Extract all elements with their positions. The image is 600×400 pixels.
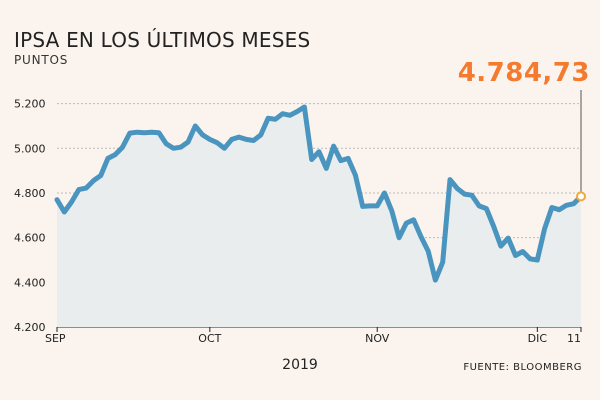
year-label: 2019 — [282, 357, 318, 373]
marker-layer — [576, 90, 586, 202]
chart-title: IPSA EN LOS ÚLTIMOS MESES — [14, 28, 311, 52]
series-line — [54, 104, 584, 283]
chart-subtitle: PUNTOS — [14, 53, 69, 67]
y-tick-label: 4.600 — [14, 232, 46, 245]
area-layer — [57, 107, 581, 327]
x-tick-labels: SEP OCT NOV DIC 11 — [45, 332, 581, 345]
y-tick-labels: 4.200 4.400 4.600 4.800 5.000 5.200 — [14, 98, 46, 334]
x-tick-label: DIC — [528, 332, 548, 345]
last-value-label: 4.784,73 — [457, 58, 590, 88]
y-tick-label: 5.200 — [14, 98, 46, 111]
source-label: FUENTE: BLOOMBERG — [463, 362, 582, 373]
x-tick-label: NOV — [365, 332, 390, 345]
y-tick-label: 4.800 — [14, 187, 46, 200]
y-tick-label: 5.000 — [14, 142, 46, 155]
x-tick-label: SEP — [45, 332, 66, 345]
series-area — [57, 107, 581, 327]
y-tick-label: 4.400 — [14, 276, 46, 289]
y-tick-label: 4.200 — [14, 321, 46, 334]
x-tick-label: OCT — [198, 332, 221, 345]
last-value-marker — [576, 191, 586, 202]
line-layer — [54, 104, 584, 283]
x-tick-label: 11 — [567, 332, 581, 345]
